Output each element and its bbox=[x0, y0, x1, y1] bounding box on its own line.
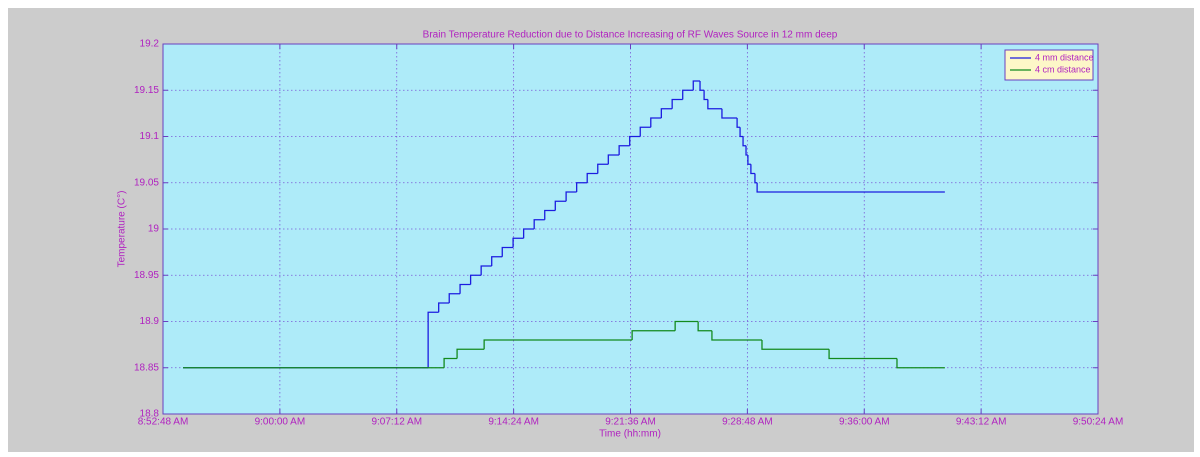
line-step bbox=[750, 164, 755, 175]
line-step bbox=[692, 80, 701, 91]
line-step bbox=[427, 311, 439, 368]
line-step bbox=[448, 293, 461, 303]
x-tick-label: 8:52:48 AM bbox=[138, 417, 189, 428]
y-tick-label: 18.85 bbox=[134, 362, 159, 373]
legend-box bbox=[1004, 49, 1094, 81]
legend-label: 4 mm distance bbox=[1035, 52, 1094, 62]
line-step bbox=[736, 118, 741, 128]
line-step bbox=[896, 358, 945, 369]
y-tick-label: 18.8 bbox=[140, 409, 160, 420]
line-step bbox=[512, 237, 524, 248]
line-step bbox=[671, 98, 683, 109]
line-step bbox=[533, 219, 545, 229]
line-step bbox=[629, 135, 641, 146]
line-step bbox=[459, 283, 471, 294]
x-tick-label: 9:43:12 AM bbox=[956, 417, 1007, 428]
line-step bbox=[742, 136, 747, 147]
line-step bbox=[660, 108, 673, 118]
line-step bbox=[699, 81, 705, 91]
line-step bbox=[483, 339, 633, 350]
x-tick-label: 9:36:00 AM bbox=[839, 417, 890, 428]
x-tick-label: 9:14:24 AM bbox=[488, 417, 539, 428]
line-step bbox=[639, 126, 651, 137]
line-step bbox=[597, 163, 609, 174]
line-step bbox=[438, 302, 450, 313]
x-tick-label: 9:21:36 AM bbox=[605, 417, 656, 428]
line-step bbox=[756, 182, 945, 193]
line-step bbox=[544, 209, 556, 220]
x-tick-label: 9:07:12 AM bbox=[371, 417, 422, 428]
line-step bbox=[456, 348, 485, 359]
axes-frame bbox=[162, 43, 1099, 415]
y-tick-label: 19.1 bbox=[140, 131, 160, 142]
line-step bbox=[501, 246, 514, 257]
line-step bbox=[754, 173, 758, 184]
x-axis-label: Time (hh:mm) bbox=[599, 429, 661, 440]
line-step bbox=[618, 145, 630, 155]
line-step bbox=[650, 117, 662, 128]
line-step bbox=[674, 320, 699, 331]
line-step bbox=[443, 357, 458, 368]
line-step bbox=[721, 108, 738, 119]
line-step bbox=[828, 349, 897, 360]
y-tick-label: 18.9 bbox=[140, 316, 160, 327]
line-step bbox=[576, 182, 588, 192]
line-step bbox=[480, 265, 492, 276]
line-step bbox=[711, 330, 762, 341]
line-step bbox=[607, 154, 620, 165]
line-step bbox=[703, 90, 708, 101]
legend-label: 4 cm distance bbox=[1035, 64, 1091, 74]
line-step bbox=[522, 228, 535, 239]
y-tick-label: 18.95 bbox=[134, 270, 159, 281]
chart-title: Brain Temperature Reduction due to Dista… bbox=[423, 30, 838, 41]
line-step bbox=[469, 274, 482, 285]
line-step bbox=[697, 321, 712, 332]
series-line bbox=[183, 320, 945, 369]
line-step bbox=[586, 172, 598, 183]
x-tick-label: 9:28:48 AM bbox=[722, 417, 773, 428]
y-tick-label: 19 bbox=[148, 224, 160, 235]
x-tick-label: 9:50:24 AM bbox=[1073, 417, 1124, 428]
y-axis-label: Temperature (C°) bbox=[117, 191, 128, 268]
line-step bbox=[554, 200, 567, 211]
y-tick-label: 19.2 bbox=[140, 39, 160, 50]
line-step bbox=[761, 340, 830, 350]
line-step bbox=[739, 127, 744, 138]
x-tick-label: 9:00:00 AM bbox=[255, 417, 306, 428]
line-step bbox=[682, 89, 694, 100]
line-step bbox=[707, 99, 722, 110]
y-tick-label: 19.05 bbox=[134, 177, 159, 188]
line-step bbox=[631, 330, 676, 340]
y-tick-label: 19.15 bbox=[134, 85, 159, 96]
line-step bbox=[747, 155, 751, 165]
line-step bbox=[491, 256, 503, 266]
line-step bbox=[565, 191, 577, 202]
